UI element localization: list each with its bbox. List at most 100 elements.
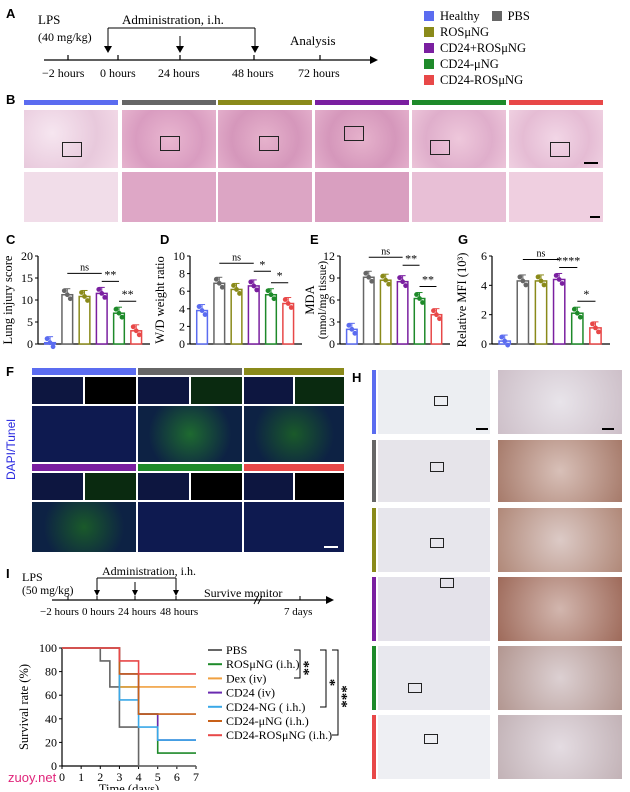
dot-d-0-0 bbox=[196, 304, 202, 309]
timeline-i-tick4: 7 days bbox=[284, 606, 313, 618]
dot-d-4-0 bbox=[265, 288, 271, 294]
dot-e-0-1 bbox=[349, 326, 355, 332]
timeline-a-tick0: −2 hours bbox=[42, 66, 85, 80]
dot-d-3-0 bbox=[248, 279, 254, 285]
dot-e-2-1 bbox=[383, 277, 389, 283]
h-high-rosung bbox=[498, 508, 622, 572]
dot-c-1-2 bbox=[67, 296, 73, 302]
dot-c-3-1 bbox=[99, 291, 105, 296]
dot-e-1-1 bbox=[366, 274, 372, 280]
dot-e-4-0 bbox=[414, 292, 419, 297]
dot-e-4-2 bbox=[420, 300, 425, 305]
dot-e-2-2 bbox=[386, 281, 392, 287]
dot-d-5-2 bbox=[288, 305, 294, 310]
bar-e-3 bbox=[396, 280, 409, 345]
surv-sig-label-2: *** bbox=[339, 685, 355, 708]
timeline-a bbox=[44, 27, 378, 64]
dot-g-0-1 bbox=[502, 338, 508, 344]
f-group-bar-cd24-ung bbox=[138, 464, 242, 471]
h-zoom-box-cd24-plus-rosung bbox=[440, 578, 454, 588]
dot-d-1-1 bbox=[216, 280, 222, 286]
bar-g-1 bbox=[516, 280, 530, 345]
dot-e-3-2 bbox=[403, 283, 409, 289]
timeline-i-tick1: 0 hours bbox=[82, 606, 115, 618]
sig-label-g-0: ns bbox=[537, 248, 546, 259]
sig-label-d-2: * bbox=[277, 269, 283, 283]
legend-swatch-pbs bbox=[491, 11, 502, 21]
dot-g-4-0 bbox=[571, 306, 577, 312]
bar-c-1 bbox=[61, 293, 74, 345]
histology-panel-b bbox=[22, 100, 626, 226]
f-merge-cd24-rosung bbox=[244, 502, 344, 552]
h-zoom-box-cd24-ung bbox=[408, 683, 422, 693]
he-image-rosung-high bbox=[218, 172, 312, 222]
surv-line-6 bbox=[62, 647, 196, 675]
h-high-healthy bbox=[498, 370, 622, 434]
y-tick-label-c-3: 15 bbox=[21, 271, 33, 285]
f-tile-rosung-tunel bbox=[295, 377, 344, 404]
dot-c-4-2 bbox=[119, 314, 125, 320]
legend-swatch-healthy bbox=[424, 11, 434, 21]
h-bar-healthy bbox=[372, 370, 376, 434]
surv-sig-label-0: ** bbox=[301, 661, 317, 676]
dot-d-5-0 bbox=[282, 297, 288, 302]
he-image-cd24-plus-rosung-high bbox=[315, 172, 409, 222]
h-high-cd24-ung bbox=[498, 646, 622, 710]
sig-label-c-0: ns bbox=[80, 262, 89, 273]
ihc-panel-h bbox=[372, 370, 624, 780]
dot-c-0-2 bbox=[50, 344, 56, 350]
surv-x-tick-label-2: 2 bbox=[97, 770, 103, 784]
bar-g-2 bbox=[534, 280, 548, 345]
dot-d-2-2 bbox=[237, 291, 242, 296]
y-axis-label-c: Lung injury score bbox=[1, 255, 15, 344]
surv-x-tick-label-1: 1 bbox=[78, 770, 84, 784]
legend-a-row2: ROSμNG bbox=[424, 24, 624, 40]
y-tick-label-c-1: 5 bbox=[27, 315, 33, 329]
h-bar-rosung bbox=[372, 508, 376, 572]
surv-sig-bracket-2 bbox=[332, 649, 339, 736]
bar-e-1 bbox=[362, 276, 375, 345]
dot-g-1-1 bbox=[520, 278, 526, 284]
dot-c-2-1 bbox=[82, 294, 87, 299]
surv-x-tick-label-3: 3 bbox=[116, 770, 122, 784]
dot-e-0-2 bbox=[352, 330, 358, 336]
dot-d-4-2 bbox=[271, 296, 277, 302]
surv-line-3 bbox=[62, 647, 196, 741]
dot-d-4-1 bbox=[268, 292, 274, 298]
zoom-box-cd24-rosung bbox=[550, 142, 570, 157]
y-tick-label-d-2: 4 bbox=[179, 302, 185, 316]
timeline-a-lps: LPS bbox=[38, 12, 61, 27]
he-image-healthy-high bbox=[24, 172, 118, 222]
dot-d-2-1 bbox=[234, 287, 239, 292]
y-tick-label-d-0: 0 bbox=[179, 337, 185, 351]
y-tick-label-e-4: 12 bbox=[323, 249, 335, 263]
timeline-a-tick1: 0 hours bbox=[100, 66, 136, 80]
legend-label-cd24-ung: CD24-μNG bbox=[440, 56, 499, 71]
dot-c-3-0 bbox=[96, 287, 102, 292]
zoom-box-rosung bbox=[259, 136, 279, 151]
group-bar-cd24-ung bbox=[412, 100, 506, 105]
surv-legend-label-1: ROSμNG (i.h.) bbox=[226, 657, 299, 671]
surv-line-5 bbox=[62, 647, 196, 715]
dot-g-1-0 bbox=[517, 274, 523, 280]
surv-line-2 bbox=[62, 647, 196, 688]
panel-label-e: E bbox=[310, 232, 319, 247]
dot-g-0-2 bbox=[505, 342, 511, 348]
bar-d-4 bbox=[264, 293, 278, 345]
f-tile-pbs-tunel bbox=[191, 377, 242, 404]
dot-d-0-2 bbox=[202, 312, 208, 317]
y-tick-label-e-0: 0 bbox=[329, 337, 335, 351]
f-group-bar-pbs bbox=[138, 368, 242, 375]
zoom-box-cd24-ung bbox=[430, 140, 450, 155]
group-bar-healthy bbox=[24, 100, 118, 105]
timeline-i-dose: (50 mg/kg) bbox=[22, 585, 74, 597]
scale-bar-high bbox=[590, 216, 600, 218]
dot-g-4-2 bbox=[577, 314, 583, 320]
legend-swatch-cd24-rosung bbox=[424, 75, 434, 85]
bar-c-2 bbox=[78, 295, 91, 345]
surv-legend-label-4: CD24-NG ( i.h.) bbox=[226, 700, 305, 714]
legend-a-row4: CD24-μNG bbox=[424, 56, 624, 72]
sig-label-c-1: ** bbox=[104, 267, 116, 281]
y-axis-label2-e: (nmol/mg tissue) bbox=[317, 261, 329, 339]
